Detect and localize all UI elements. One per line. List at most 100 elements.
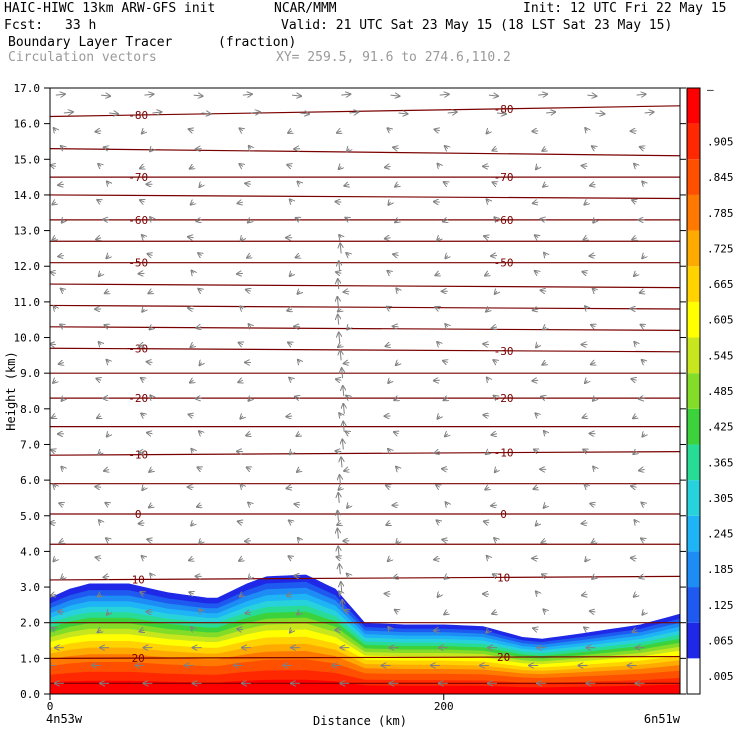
circulation-vector	[584, 627, 587, 629]
circulation-vector	[396, 362, 399, 365]
circulation-vector	[434, 630, 440, 631]
circulation-vector	[107, 434, 109, 437]
temperature-contour	[50, 451, 680, 456]
circulation-vector	[58, 184, 64, 185]
circulation-vector	[337, 523, 341, 525]
circulation-vector	[487, 378, 489, 381]
circulation-vector	[583, 416, 588, 418]
y-axis-label: Height (km)	[4, 351, 18, 430]
circulation-vector	[288, 131, 292, 133]
circulation-vector	[394, 398, 398, 400]
circulation-vector	[484, 236, 489, 238]
circulation-vector	[150, 574, 152, 577]
x-endpoint-right: 6n51w	[644, 712, 681, 726]
fcst-value: 33 h	[65, 18, 97, 33]
x-tick-label: 200	[434, 700, 454, 713]
org-label: NCAR/MMM	[274, 1, 337, 16]
circulation-vector	[337, 131, 341, 133]
circulation-vector	[53, 485, 55, 488]
circulation-vector	[191, 627, 194, 630]
circulation-vector	[587, 95, 596, 96]
updraft-vector	[339, 564, 340, 575]
colorbar-swatch	[687, 337, 700, 374]
circulation-vector	[640, 147, 645, 149]
circulation-vector	[248, 502, 251, 505]
colorbar-swatch	[687, 88, 700, 124]
circulation-vector	[445, 434, 448, 437]
circulation-vector	[199, 541, 201, 544]
circulation-vector	[59, 362, 64, 364]
circulation-vector	[435, 452, 440, 453]
circulation-vector	[336, 272, 341, 273]
circulation-vector	[61, 467, 64, 470]
contour-label: -20	[494, 392, 514, 405]
circulation-vector	[639, 398, 645, 399]
colorbar-swatch	[687, 194, 700, 231]
circulation-vector	[98, 164, 101, 167]
circulation-vector	[492, 327, 497, 328]
circulation-vector	[190, 345, 193, 348]
colorbar-frame	[686, 87, 701, 695]
colorbar-label: .545	[707, 349, 734, 362]
colorbar-swatch	[687, 123, 700, 160]
circulation-vector	[52, 238, 55, 240]
circulation-vector	[592, 146, 596, 148]
circulation-vector	[484, 521, 489, 522]
circulation-vector	[196, 327, 202, 328]
circulation-vector	[95, 131, 102, 132]
circulation-vector	[386, 523, 390, 525]
circulation-vector	[238, 380, 243, 382]
y-tick-label: 7.0	[20, 438, 40, 451]
circulation-vector	[536, 345, 538, 348]
circulation-vector	[58, 611, 64, 612]
circulation-vector	[445, 256, 447, 259]
circulation-vector	[97, 416, 101, 418]
circulation-vector	[139, 345, 144, 346]
circulation-vector	[393, 147, 398, 148]
colorbar-label: –	[707, 83, 714, 96]
circulation-vector	[242, 94, 252, 95]
circulation-vector	[394, 432, 399, 434]
contour-label: -70	[494, 171, 514, 184]
circulation-vector	[582, 523, 588, 524]
circulation-vector	[541, 290, 547, 291]
circulation-vector	[55, 94, 65, 95]
circulation-vector	[53, 559, 55, 562]
plot-frame	[49, 87, 681, 695]
circulation-vector	[486, 452, 489, 455]
circulation-vector	[196, 398, 202, 399]
circulation-vector	[59, 503, 64, 505]
circulation-vector	[109, 113, 118, 114]
y-tick-label: 2.0	[20, 617, 40, 630]
circulation-vector	[543, 609, 546, 612]
circulation-vector	[296, 256, 301, 258]
contour-label: -30	[494, 345, 514, 358]
circulation-vector	[99, 520, 101, 523]
circulation-vector	[344, 362, 350, 363]
circulation-vector	[149, 505, 153, 507]
circulation-vector	[51, 450, 56, 452]
circulation-vector	[591, 325, 595, 327]
circulation-vector	[533, 487, 538, 489]
circulation-vector	[105, 291, 109, 293]
y-tick-label: 1.0	[20, 652, 40, 665]
contour-label: 10	[497, 571, 510, 584]
colorbar-label: .785	[707, 207, 734, 220]
circulation-vector	[390, 95, 400, 96]
circulation-vector	[107, 181, 109, 184]
contour-label: 20	[132, 652, 145, 665]
circulation-vector	[542, 149, 546, 151]
y-tick-label: 10.0	[14, 332, 41, 345]
circulation-vector	[140, 200, 144, 202]
circulation-vector	[592, 541, 596, 543]
circulation-vector	[297, 291, 300, 294]
updraft-vector	[339, 261, 340, 272]
circulation-vector	[485, 487, 489, 489]
circulation-vector	[148, 254, 153, 256]
circulation-vector	[105, 325, 110, 327]
circulation-vector	[199, 431, 202, 434]
circulation-vector	[631, 379, 636, 380]
circulation-vector	[346, 431, 350, 433]
circulation-vector	[591, 362, 596, 364]
contour-label: -60	[494, 214, 514, 227]
